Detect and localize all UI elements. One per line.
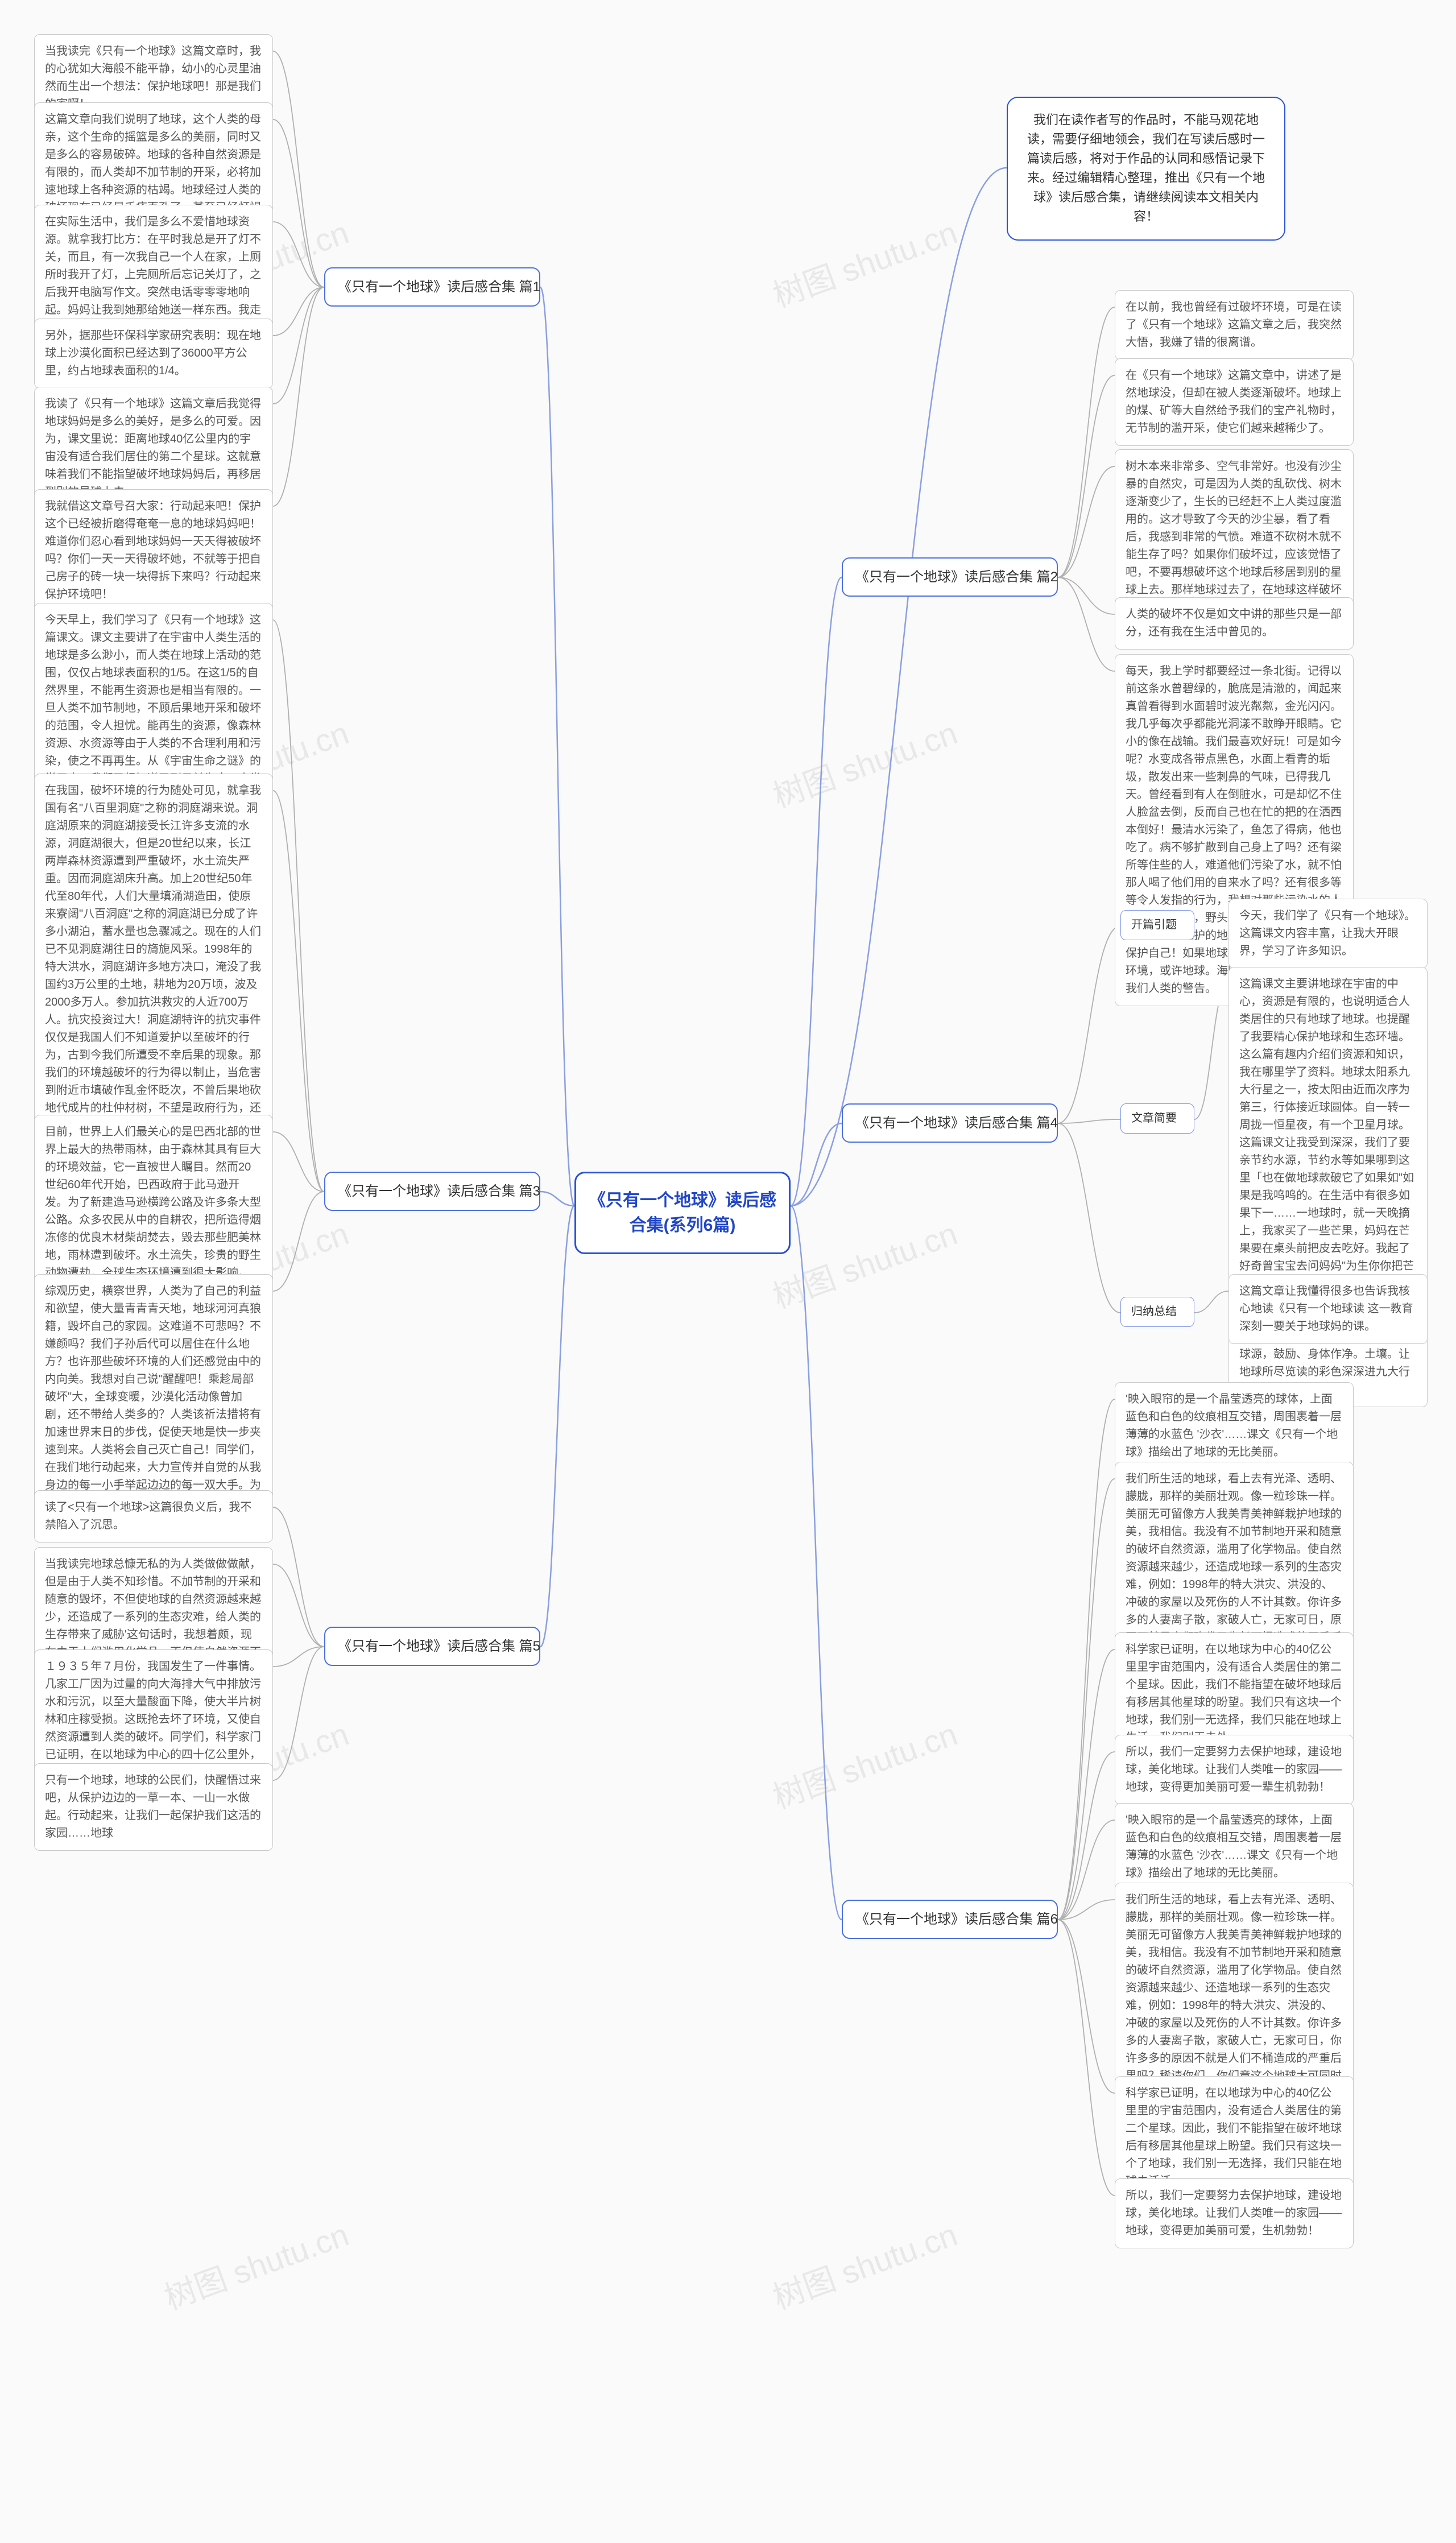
leaf-node: 今天，我们学了《只有一个地球》。这篇课文内容丰富，让我大开眼界，学习了许多知识。 xyxy=(1228,899,1428,969)
branch-node: 《只有一个地球》读后感合集 篇4 xyxy=(842,1103,1058,1143)
leaf-node: 只有一个地球，地球的公民们，快醒悟过来吧，从保护边边的一草一本、一山一水做起。行… xyxy=(34,1763,273,1851)
branch-node: 《只有一个地球》读后感合集 篇1 xyxy=(324,267,540,307)
leaf-node: 另外，据那些环保科学家研究表明：现在地球上沙漠化面积已经达到了36000平方公里… xyxy=(34,319,273,388)
leaf-node: 在《只有一个地球》这篇文章中，讲述了是然地球没，但却在被人类逐渐破坏。地球上的煤… xyxy=(1115,358,1354,446)
sub-node: 开篇引题 xyxy=(1120,910,1194,940)
leaf-node: '映入眼帘的是一个晶莹透亮的球体，上面蓝色和白色的纹痕相互交错，周围裹着一层薄薄… xyxy=(1115,1382,1354,1470)
branch-node: 《只有一个地球》读后感合集 篇6 xyxy=(842,1900,1058,1939)
branch-node: 《只有一个地球》读后感合集 篇2 xyxy=(842,557,1058,597)
watermark: 树图 shutu.cn xyxy=(766,207,963,316)
watermark: 树图 shutu.cn xyxy=(766,708,963,817)
leaf-node: 这篇文章让我懂得很多也告诉我核心地读《只有一个地球读 这一教育深刻一要关于地球妈… xyxy=(1228,1274,1428,1344)
leaf-node: 所以，我们一定要努力去保护地球，建设地球，美化地球。让我们人类唯一的家园——地球… xyxy=(1115,2178,1354,2248)
sub-node: 归纳总结 xyxy=(1120,1297,1194,1327)
intro-node: 我们在读作者写的作品时，不能马观花地读，需要仔细地领会，我们在写读后感时一篇读后… xyxy=(1007,97,1285,241)
watermark: 树图 shutu.cn xyxy=(766,2209,963,2318)
leaf-node: 目前，世界上人们最关心的是巴西北部的世界上最大的热带雨林，由于森林其具有巨大的环… xyxy=(34,1115,273,1291)
leaf-node: 我就借这文章号召大家：行动起来吧！保护这个已经被折磨得奄奄一息的地球妈妈吧！难道… xyxy=(34,489,273,612)
branch-node: 《只有一个地球》读后感合集 篇5 xyxy=(324,1627,540,1666)
watermark: 树图 shutu.cn xyxy=(157,2209,354,2318)
watermark: 树图 shutu.cn xyxy=(766,1709,963,1818)
leaf-node: 人类的破坏不仅是如文中讲的那些只是一部分，还有我在生活中曾见的。 xyxy=(1115,597,1354,650)
leaf-node: 在以前，我也曾经有过破坏环境，可是在读了《只有一个地球》这篇文章之后，我突然大悟… xyxy=(1115,290,1354,360)
leaf-node: 读了<只有一个地球>这篇很负义后，我不禁陷入了沉思。 xyxy=(34,1490,273,1543)
leaf-node: '映入眼帘的是一个晶莹透亮的球体，上面蓝色和白色的纹痕相互交错，周围裹着一层薄薄… xyxy=(1115,1803,1354,1891)
leaf-node: 所以，我们一定要努力去保护地球，建设地球，美化地球。让我们人类唯一的家园——地球… xyxy=(1115,1735,1354,1805)
watermark: 树图 shutu.cn xyxy=(766,1208,963,1317)
sub-node: 文章简要 xyxy=(1120,1103,1194,1134)
root-node: 《只有一个地球》读后感合集(系列6篇) xyxy=(574,1172,791,1254)
branch-node: 《只有一个地球》读后感合集 篇3 xyxy=(324,1172,540,1211)
